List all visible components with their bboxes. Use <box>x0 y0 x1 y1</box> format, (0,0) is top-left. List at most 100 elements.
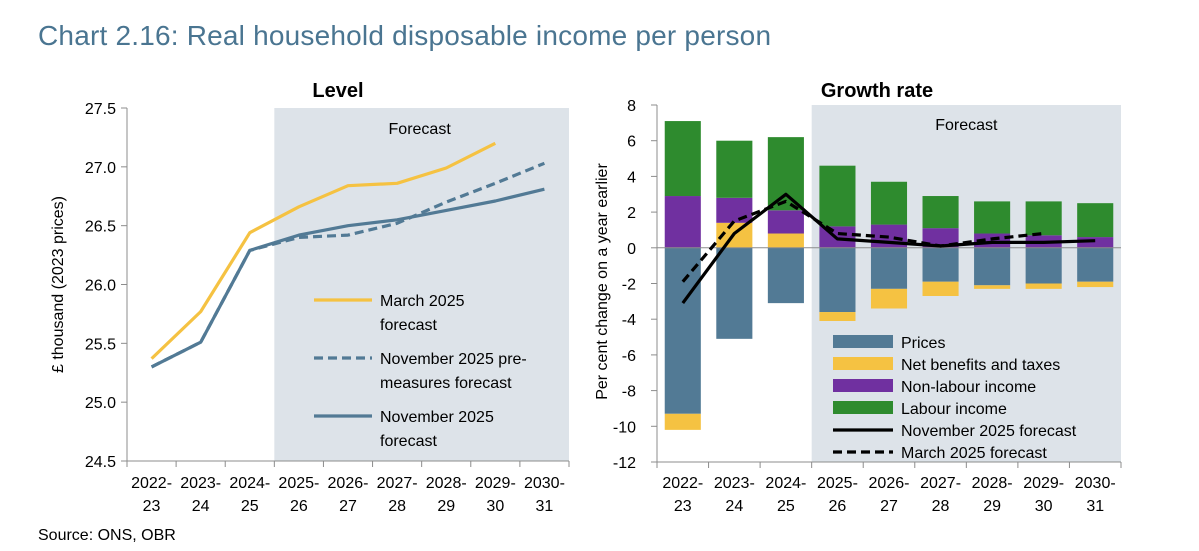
growth-bar-prices-8 <box>1077 247 1114 282</box>
growth-y-tick-label: 0 <box>627 241 636 258</box>
growth-x-tick-label: 2025- <box>817 475 858 492</box>
level-legend-label: November 2025 pre- <box>380 351 527 368</box>
level-y-tick-label: 25.5 <box>85 336 116 353</box>
level-x-tick-label: 2023- <box>180 475 221 492</box>
growth-y-tick-label: -6 <box>622 348 636 365</box>
level-x-tick-label: 2027- <box>377 475 418 492</box>
growth-y-tick-label: -2 <box>622 277 636 294</box>
growth-line-0 <box>681 192 1096 305</box>
growth-legend-label: November 2025 forecast <box>901 423 1077 440</box>
growth-bar-prices-7 <box>1025 247 1062 284</box>
growth-bar-labour-income-5 <box>922 196 959 229</box>
growth-bar-prices-5 <box>922 247 959 282</box>
level-x-tick-label: 2022- <box>131 475 172 492</box>
growth-x-tick-label: 2022- <box>662 475 703 492</box>
level-legend-label: November 2025 <box>380 409 494 426</box>
growth-y-tick-label: 6 <box>627 134 636 151</box>
growth-bar-labour-income-8 <box>1077 203 1114 238</box>
growth-x-tick-label: 26 <box>829 498 847 515</box>
growth-x-tick-label: 2029- <box>1023 475 1064 492</box>
growth-x-tick-label: 2023- <box>714 475 755 492</box>
growth-x-tick-label: 30 <box>1035 498 1053 515</box>
level-y-tick-label: 27.5 <box>85 101 116 118</box>
growth-bar-prices-1 <box>716 247 753 339</box>
growth-bar-prices-3 <box>819 247 856 313</box>
level-legend-label: forecast <box>380 317 437 334</box>
growth-y-tick-label: 4 <box>627 169 636 186</box>
level-y-axis-label: £ thousand (2023 prices) <box>50 196 67 373</box>
growth-bar-net-benefits-and-taxes-0 <box>664 413 701 430</box>
growth-x-tick-label: 2024- <box>765 475 806 492</box>
growth-bar-non-labour-income-0 <box>664 196 701 248</box>
growth-legend-label: Labour income <box>901 401 1007 418</box>
growth-x-tick-label: 2026- <box>869 475 910 492</box>
growth-legend-swatch-2 <box>833 379 893 392</box>
growth-x-tick-label: 2028- <box>972 475 1013 492</box>
level-legend-label: forecast <box>380 433 437 450</box>
source-note: Source: ONS, OBR <box>38 527 176 544</box>
level-x-tick-label: 28 <box>388 498 406 515</box>
growth-legend-swatch-1 <box>833 357 893 370</box>
level-x-tick-label: 2029- <box>475 475 516 492</box>
growth-bar-prices-2 <box>767 247 804 304</box>
growth-y-tick-label: 8 <box>627 98 636 115</box>
level-series-line-0 <box>150 141 497 360</box>
growth-bar-non-labour-income-5 <box>922 228 959 248</box>
forecast-label-level: Forecast <box>389 121 452 138</box>
growth-x-tick-label: 27 <box>880 498 898 515</box>
forecast-shade-level <box>274 108 569 461</box>
growth-bar-non-labour-income-2 <box>767 210 804 234</box>
growth-legend-swatch-3 <box>833 401 893 414</box>
level-legend-label: March 2025 <box>380 293 465 310</box>
growth-x-tick-label: 29 <box>983 498 1001 515</box>
growth-y-tick-label: -8 <box>622 384 636 401</box>
level-y-tick-label: 24.5 <box>85 454 116 471</box>
growth-x-tick-label: 23 <box>674 498 692 515</box>
growth-bar-labour-income-7 <box>1025 201 1062 236</box>
growth-x-tick-label: 25 <box>777 498 795 515</box>
growth-bar-non-labour-income-8 <box>1077 237 1114 248</box>
level-x-tick-label: 27 <box>339 498 357 515</box>
growth-bar-prices-4 <box>870 247 908 289</box>
growth-line-1 <box>681 199 1044 283</box>
level-x-tick-label: 2030- <box>524 475 565 492</box>
growth-bar-labour-income-6 <box>974 201 1011 234</box>
growth-x-tick-label: 2030- <box>1075 475 1116 492</box>
growth-bar-labour-income-2 <box>767 137 804 211</box>
level-x-tick-label: 2025- <box>278 475 319 492</box>
growth-legend-label: Net benefits and taxes <box>901 357 1060 374</box>
growth-x-tick-label: 28 <box>932 498 950 515</box>
level-x-tick-label: 25 <box>241 498 259 515</box>
level-x-tick-label: 2028- <box>426 475 467 492</box>
growth-bar-non-labour-income-1 <box>716 197 753 223</box>
growth-x-tick-label: 2027- <box>920 475 961 492</box>
growth-y-tick-label: -12 <box>613 455 636 472</box>
growth-legend-swatch-0 <box>833 335 893 348</box>
growth-bar-labour-income-3 <box>819 165 856 227</box>
level-y-tick-label: 26.5 <box>85 219 116 236</box>
growth-bar-net-benefits-and-taxes-3 <box>819 312 856 321</box>
growth-bar-net-benefits-and-taxes-5 <box>922 281 959 296</box>
level-x-tick-label: 23 <box>143 498 161 515</box>
growth-bar-net-benefits-and-taxes-6 <box>974 285 1011 289</box>
level-y-tick-label: 26.0 <box>85 278 116 295</box>
growth-bar-prices-6 <box>974 247 1011 286</box>
growth-bar-net-benefits-and-taxes-8 <box>1077 281 1114 288</box>
level-y-tick-label: 25.0 <box>85 395 116 412</box>
level-legend-label: measures forecast <box>380 375 512 392</box>
growth-legend-label: March 2025 forecast <box>901 445 1047 462</box>
growth-bar-net-benefits-and-taxes-7 <box>1025 283 1062 289</box>
level-x-tick-label: 29 <box>437 498 455 515</box>
chart-title: Chart 2.16: Real household disposable in… <box>38 20 772 51</box>
growth-legend-label: Prices <box>901 335 945 352</box>
growth-y-axis-label: Per cent change on a year earlier <box>594 163 611 400</box>
level-x-tick-label: 26 <box>290 498 308 515</box>
growth-panel-title: Growth rate <box>821 80 933 102</box>
level-x-tick-label: 31 <box>536 498 554 515</box>
forecast-label-growth: Forecast <box>935 117 998 134</box>
growth-y-tick-label: -10 <box>613 419 636 436</box>
growth-bar-labour-income-1 <box>716 140 753 198</box>
growth-legend-label: Non-labour income <box>901 379 1036 396</box>
level-panel-title: Level <box>312 80 363 102</box>
